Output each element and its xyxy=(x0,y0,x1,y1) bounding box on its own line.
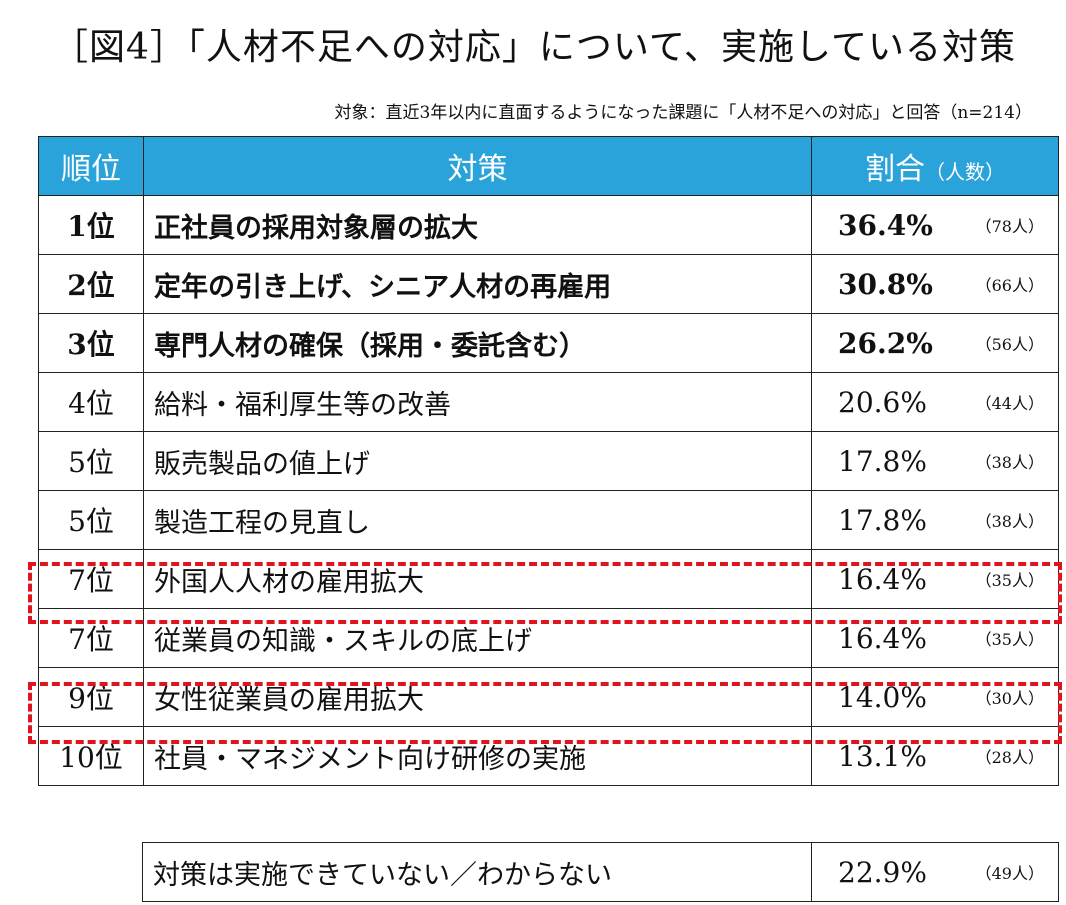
ratio-cell: 16.4% （35人） xyxy=(811,608,1059,668)
rank-cell: 10位 xyxy=(38,726,144,786)
measure-cell: 販売製品の値上げ xyxy=(143,431,812,491)
count-value: （78人） xyxy=(975,217,1044,236)
percent-value: 16.4% xyxy=(838,621,927,655)
ratio-cell: 26.2% （56人） xyxy=(811,313,1059,373)
measure-cell: 外国人人材の雇用拡大 xyxy=(143,549,812,609)
header-ratio: 割合（人数） xyxy=(811,136,1059,196)
rank-cell: 3位 xyxy=(38,313,144,373)
table-row: 10位 社員・マネジメント向け研修の実施 13.1% （28人） xyxy=(38,726,1059,786)
measure-cell: 製造工程の見直し xyxy=(143,490,812,550)
header-ratio-label: 割合 xyxy=(865,152,925,187)
percent-value: 36.4% xyxy=(838,208,933,242)
ratio-cell: 17.8% （38人） xyxy=(811,431,1059,491)
table-row: 1位 正社員の採用対象層の拡大 36.4% （78人） xyxy=(38,195,1059,255)
no-measures-table: 対策は実施できていない／わからない 22.9% （49人） xyxy=(142,842,1059,902)
ratio-cell: 14.0% （30人） xyxy=(811,667,1059,727)
rank-cell: 2位 xyxy=(38,254,144,314)
table-row: 5位 販売製品の値上げ 17.8% （38人） xyxy=(38,431,1059,491)
measure-cell: 対策は実施できていない／わからない xyxy=(142,842,812,902)
measure-cell: 女性従業員の雇用拡大 xyxy=(143,667,812,727)
table-row: 2位 定年の引き上げ、シニア人材の再雇用 30.8% （66人） xyxy=(38,254,1059,314)
rank-cell: 7位 xyxy=(38,549,144,609)
ratio-cell: 13.1% （28人） xyxy=(811,726,1059,786)
measure-cell: 従業員の知識・スキルの底上げ xyxy=(143,608,812,668)
rank-cell: 7位 xyxy=(38,608,144,668)
ratio-cell: 22.9% （49人） xyxy=(811,842,1059,902)
percent-value: 20.6% xyxy=(838,385,927,419)
header-ratio-sub: （人数） xyxy=(925,160,1005,184)
rank-cell: 9位 xyxy=(38,667,144,727)
header-measure: 対策 xyxy=(143,136,812,196)
percent-value: 14.0% xyxy=(838,680,927,714)
count-value: （49人） xyxy=(975,864,1044,883)
table-header-row: 順位 対策 割合（人数） xyxy=(38,136,1059,196)
measure-cell: 社員・マネジメント向け研修の実施 xyxy=(143,726,812,786)
figure-subtitle: 対象：直近3年以内に直面するようになった課題に「人材不足への対応」と回答（n=2… xyxy=(334,103,1032,123)
count-value: （38人） xyxy=(975,512,1044,531)
ratio-cell: 20.6% （44人） xyxy=(811,372,1059,432)
table-row: 3位 専門人材の確保（採用・委託含む） 26.2% （56人） xyxy=(38,313,1059,373)
table-row: 7位 従業員の知識・スキルの底上げ 16.4% （35人） xyxy=(38,608,1059,668)
table-row: 9位 女性従業員の雇用拡大 14.0% （30人） xyxy=(38,667,1059,727)
rank-cell: 4位 xyxy=(38,372,144,432)
count-value: （66人） xyxy=(975,276,1044,295)
header-rank: 順位 xyxy=(38,136,144,196)
table-row: 5位 製造工程の見直し 17.8% （38人） xyxy=(38,490,1059,550)
percent-value: 26.2% xyxy=(838,326,933,360)
table-row: 対策は実施できていない／わからない 22.9% （49人） xyxy=(142,842,1059,902)
measure-cell: 給料・福利厚生等の改善 xyxy=(143,372,812,432)
count-value: （38人） xyxy=(975,453,1044,472)
percent-value: 17.8% xyxy=(838,444,927,478)
count-value: （30人） xyxy=(975,689,1044,708)
count-value: （28人） xyxy=(975,748,1044,767)
rank-cell: 5位 xyxy=(38,431,144,491)
ratio-cell: 16.4% （35人） xyxy=(811,549,1059,609)
ratio-cell: 30.8% （66人） xyxy=(811,254,1059,314)
measure-cell: 正社員の採用対象層の拡大 xyxy=(143,195,812,255)
percent-value: 30.8% xyxy=(838,267,933,301)
percent-value: 22.9% xyxy=(838,855,927,889)
figure-title: ［図4］「人材不足への対応」について、実施している対策 xyxy=(52,27,1016,68)
count-value: （35人） xyxy=(975,630,1044,649)
ratio-cell: 17.8% （38人） xyxy=(811,490,1059,550)
count-value: （44人） xyxy=(975,394,1044,413)
percent-value: 16.4% xyxy=(838,562,927,596)
measures-table: 順位 対策 割合（人数） 1位 正社員の採用対象層の拡大 36.4% （78人） … xyxy=(38,136,1059,786)
ratio-cell: 36.4% （78人） xyxy=(811,195,1059,255)
count-value: （35人） xyxy=(975,571,1044,590)
measure-cell: 専門人材の確保（採用・委託含む） xyxy=(143,313,812,373)
measure-cell: 定年の引き上げ、シニア人材の再雇用 xyxy=(143,254,812,314)
table-row: 4位 給料・福利厚生等の改善 20.6% （44人） xyxy=(38,372,1059,432)
percent-value: 13.1% xyxy=(838,739,927,773)
table-row: 7位 外国人人材の雇用拡大 16.4% （35人） xyxy=(38,549,1059,609)
percent-value: 17.8% xyxy=(838,503,927,537)
rank-cell: 5位 xyxy=(38,490,144,550)
count-value: （56人） xyxy=(975,335,1044,354)
rank-cell: 1位 xyxy=(38,195,144,255)
